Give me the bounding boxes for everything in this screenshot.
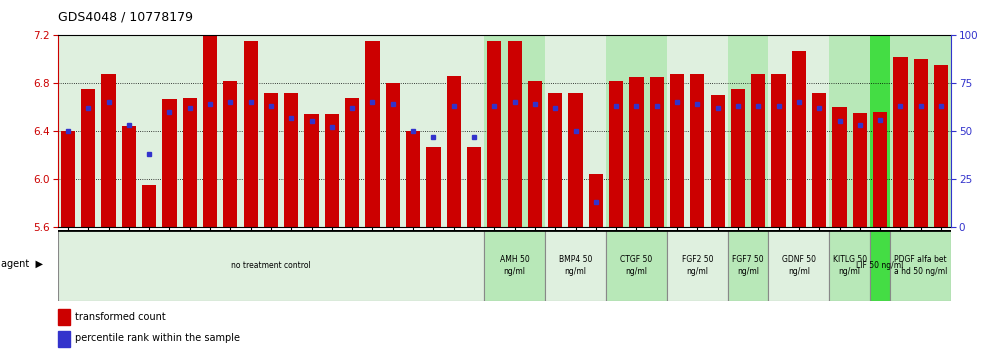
Bar — [305, 114, 319, 227]
Bar — [142, 185, 156, 227]
Bar — [710, 95, 725, 227]
Text: agent  ▶: agent ▶ — [1, 259, 43, 269]
Bar — [812, 93, 827, 227]
Bar — [122, 126, 135, 227]
Bar — [728, 230, 769, 301]
Bar — [870, 230, 890, 301]
Text: AMH 50
ng/ml: AMH 50 ng/ml — [500, 256, 530, 275]
Bar — [569, 93, 583, 227]
Bar — [545, 230, 606, 301]
Text: no treatment control: no treatment control — [231, 261, 311, 270]
Bar — [406, 131, 420, 227]
Bar — [484, 230, 545, 301]
Bar — [58, 309, 70, 325]
Bar — [325, 114, 339, 227]
Bar — [58, 331, 70, 347]
Bar — [830, 35, 870, 227]
Bar — [548, 93, 563, 227]
Bar — [244, 41, 258, 227]
Bar — [769, 230, 830, 301]
Text: GDS4048 / 10778179: GDS4048 / 10778179 — [58, 11, 193, 24]
Bar — [731, 89, 745, 227]
Bar — [769, 35, 830, 227]
Text: FGF7 50
ng/ml: FGF7 50 ng/ml — [732, 256, 764, 275]
Bar — [792, 51, 806, 227]
Bar — [934, 65, 948, 227]
Bar — [751, 74, 765, 227]
Bar — [870, 35, 890, 227]
Bar — [81, 89, 96, 227]
Bar — [670, 74, 684, 227]
Text: LIF 50 ng/ml: LIF 50 ng/ml — [857, 261, 903, 270]
Bar — [58, 230, 484, 301]
Bar — [528, 81, 542, 227]
Bar — [873, 112, 887, 227]
Bar — [102, 74, 116, 227]
Text: percentile rank within the sample: percentile rank within the sample — [76, 333, 240, 343]
Text: GDNF 50
ng/ml: GDNF 50 ng/ml — [782, 256, 816, 275]
Bar — [58, 35, 484, 227]
Bar — [890, 230, 951, 301]
Bar — [913, 59, 928, 227]
Text: transformed count: transformed count — [76, 312, 166, 322]
Bar — [446, 76, 461, 227]
Bar — [690, 74, 704, 227]
Bar — [589, 174, 603, 227]
Bar — [182, 98, 197, 227]
Bar — [728, 35, 769, 227]
Bar — [508, 41, 522, 227]
Bar — [284, 93, 299, 227]
Bar — [772, 74, 786, 227]
Bar — [667, 35, 728, 227]
Bar — [893, 57, 907, 227]
Bar — [61, 131, 75, 227]
Bar — [162, 99, 176, 227]
Bar — [484, 35, 545, 227]
Text: KITLG 50
ng/ml: KITLG 50 ng/ml — [833, 256, 867, 275]
Bar — [487, 41, 501, 227]
Bar — [264, 93, 278, 227]
Text: PDGF alfa bet
a hd 50 ng/ml: PDGF alfa bet a hd 50 ng/ml — [894, 256, 947, 275]
Bar — [606, 35, 667, 227]
Bar — [223, 81, 237, 227]
Bar — [830, 230, 870, 301]
Text: FGF2 50
ng/ml: FGF2 50 ng/ml — [681, 256, 713, 275]
Bar — [609, 81, 623, 227]
Bar — [853, 113, 867, 227]
Bar — [545, 35, 606, 227]
Bar — [606, 230, 667, 301]
Text: CTGF 50
ng/ml: CTGF 50 ng/ml — [621, 256, 652, 275]
Bar — [629, 77, 643, 227]
Text: BMP4 50
ng/ml: BMP4 50 ng/ml — [559, 256, 593, 275]
Bar — [385, 83, 400, 227]
Bar — [649, 77, 664, 227]
Bar — [890, 35, 951, 227]
Bar — [366, 41, 379, 227]
Bar — [203, 35, 217, 227]
Bar — [467, 147, 481, 227]
Bar — [833, 107, 847, 227]
Bar — [667, 230, 728, 301]
Bar — [426, 147, 440, 227]
Bar — [345, 98, 360, 227]
